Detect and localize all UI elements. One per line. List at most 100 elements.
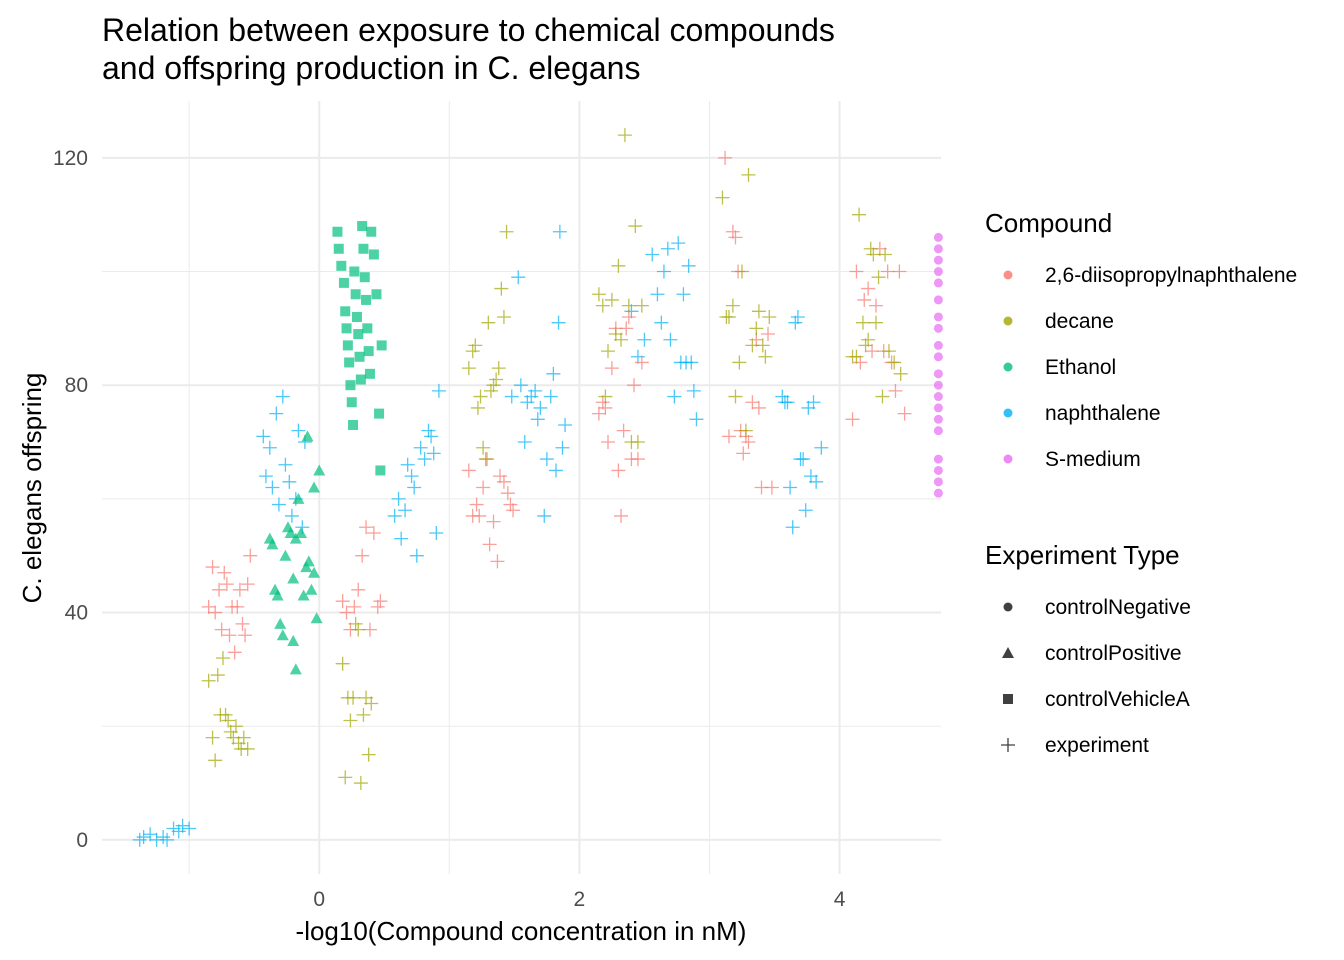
y-tick-label: 40 — [65, 602, 88, 625]
data-point-decane-experiment — [335, 656, 350, 671]
data-point-naph-experiment — [543, 389, 558, 404]
y-tick-label: 120 — [53, 147, 88, 170]
data-point-naph-experiment — [132, 832, 147, 847]
data-point-naph-experiment — [548, 463, 563, 478]
data-point-ethanol-controlPositive — [301, 430, 314, 442]
data-point-dipn-experiment — [595, 395, 610, 410]
data-point-dipn-experiment — [243, 548, 258, 563]
data-point-decane-experiment — [875, 389, 890, 404]
data-point-ethanol-controlVehicleA — [376, 340, 387, 351]
legend-key-controlPositive — [1002, 647, 1014, 658]
data-point-dipn-experiment — [370, 599, 385, 614]
data-point-naph-experiment — [637, 332, 652, 347]
data-point-dipn-experiment — [482, 537, 497, 552]
data-point-decane-experiment — [751, 304, 766, 319]
data-point-ethanol-controlPositive — [279, 549, 292, 561]
data-point-decane-experiment — [617, 128, 632, 143]
data-point-naph-experiment — [143, 827, 158, 842]
data-point-naph-experiment — [409, 548, 424, 563]
data-point-smed-controlNegative — [933, 488, 943, 498]
data-point-decane-experiment — [356, 707, 371, 722]
data-point-dipn-experiment — [366, 525, 381, 540]
data-point-dipn-experiment — [359, 520, 374, 535]
data-point-ethanol-controlVehicleA — [364, 368, 375, 379]
data-point-naph-experiment — [258, 469, 273, 484]
data-point-decane-experiment — [741, 167, 756, 182]
data-point-decane-experiment — [476, 440, 491, 455]
data-point-naph-experiment — [417, 452, 432, 467]
data-point-decane-experiment — [338, 770, 353, 785]
legend-label-dipn: 2,6-diisopropylnaphthalene — [1045, 264, 1297, 287]
data-point-decane-experiment — [361, 747, 376, 762]
data-point-dipn-experiment — [853, 355, 868, 370]
data-point-ethanol-controlVehicleA — [350, 289, 361, 300]
compound-legend: Compound 2,6-diisopropylnaphthalene decan… — [985, 208, 1297, 471]
data-point-naph-experiment — [262, 440, 277, 455]
data-point-decane-experiment — [215, 651, 230, 666]
data-point-decane-experiment — [878, 247, 893, 262]
data-point-decane-experiment — [591, 287, 606, 302]
data-point-naph-experiment — [407, 480, 422, 495]
data-point-dipn-experiment — [500, 486, 515, 501]
data-point-dipn-experiment — [725, 224, 740, 239]
data-point-decane-experiment — [887, 355, 902, 370]
data-point-naph-experiment — [278, 457, 293, 472]
data-point-dipn-experiment — [469, 497, 484, 512]
data-point-decane-experiment — [494, 281, 509, 296]
experiment-type-legend-title: Experiment Type — [985, 540, 1180, 570]
data-point-dipn-experiment — [219, 577, 234, 592]
data-point-dipn-experiment — [486, 514, 501, 529]
data-point-naph-experiment — [788, 315, 803, 330]
data-point-smed-controlNegative — [933, 323, 943, 333]
data-point-smed-controlNegative — [933, 255, 943, 265]
data-point-dipn-experiment — [861, 281, 876, 296]
data-point-smed-controlNegative — [933, 426, 943, 436]
data-point-ethanol-controlPositive — [274, 617, 287, 629]
data-point-dipn-experiment — [493, 469, 508, 484]
data-point-naph-experiment — [175, 818, 190, 833]
data-point-naph-experiment — [291, 423, 306, 438]
data-point-ethanol-controlVehicleA — [345, 380, 356, 391]
data-point-naph-experiment — [275, 389, 290, 404]
data-point-smed-controlNegative — [933, 403, 943, 413]
data-point-naph-experiment — [524, 389, 539, 404]
data-point-naph-experiment — [537, 508, 552, 523]
data-point-dipn-experiment — [897, 406, 912, 421]
legend-label-experiment: experiment — [1045, 734, 1149, 757]
data-point-decane-experiment — [721, 309, 736, 324]
data-point-decane-experiment — [364, 696, 379, 711]
data-point-naph-experiment — [686, 383, 701, 398]
data-point-naph-experiment — [790, 309, 805, 324]
data-point-decane-experiment — [852, 207, 867, 222]
data-point-dipn-experiment — [232, 582, 247, 597]
data-point-dipn-experiment — [751, 400, 766, 415]
x-tick-label: 4 — [834, 888, 846, 911]
data-point-naph-experiment — [517, 435, 532, 450]
data-point-naph-experiment — [530, 412, 545, 427]
data-point-decane-experiment — [868, 315, 883, 330]
data-point-smed-controlNegative — [933, 244, 943, 254]
data-point-naph-experiment — [546, 366, 561, 381]
data-point-decane-experiment — [630, 435, 645, 450]
data-point-dipn-experiment — [868, 298, 883, 313]
data-point-decane-experiment — [749, 321, 764, 336]
data-point-dipn-experiment — [718, 150, 733, 165]
data-point-dipn-experiment — [611, 463, 626, 478]
data-point-decane-experiment — [861, 332, 876, 347]
data-point-ethanol-controlVehicleA — [349, 266, 360, 277]
data-point-naph-experiment — [689, 412, 704, 427]
data-point-naph-experiment — [160, 832, 175, 847]
data-point-naph-experiment — [806, 395, 821, 410]
data-point-ethanol-controlPositive — [297, 589, 310, 601]
data-point-decane-experiment — [734, 264, 749, 279]
data-point-decane-experiment — [343, 713, 358, 728]
data-point-ethanol-controlVehicleA — [355, 374, 366, 385]
data-point-ethanol-controlVehicleA — [366, 226, 377, 237]
data-point-decane-experiment — [614, 332, 629, 347]
data-point-ethanol-controlVehicleA — [359, 272, 370, 283]
data-point-dipn-experiment — [208, 605, 223, 620]
data-point-decane-experiment — [346, 690, 361, 705]
data-point-ethanol-controlPositive — [276, 629, 289, 641]
data-point-decane-experiment — [468, 338, 483, 353]
